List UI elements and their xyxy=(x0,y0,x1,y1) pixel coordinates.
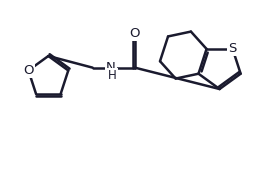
Text: N: N xyxy=(106,61,116,74)
Text: O: O xyxy=(23,64,34,77)
Text: S: S xyxy=(229,42,237,55)
Text: H: H xyxy=(108,69,117,82)
Text: O: O xyxy=(130,27,140,40)
